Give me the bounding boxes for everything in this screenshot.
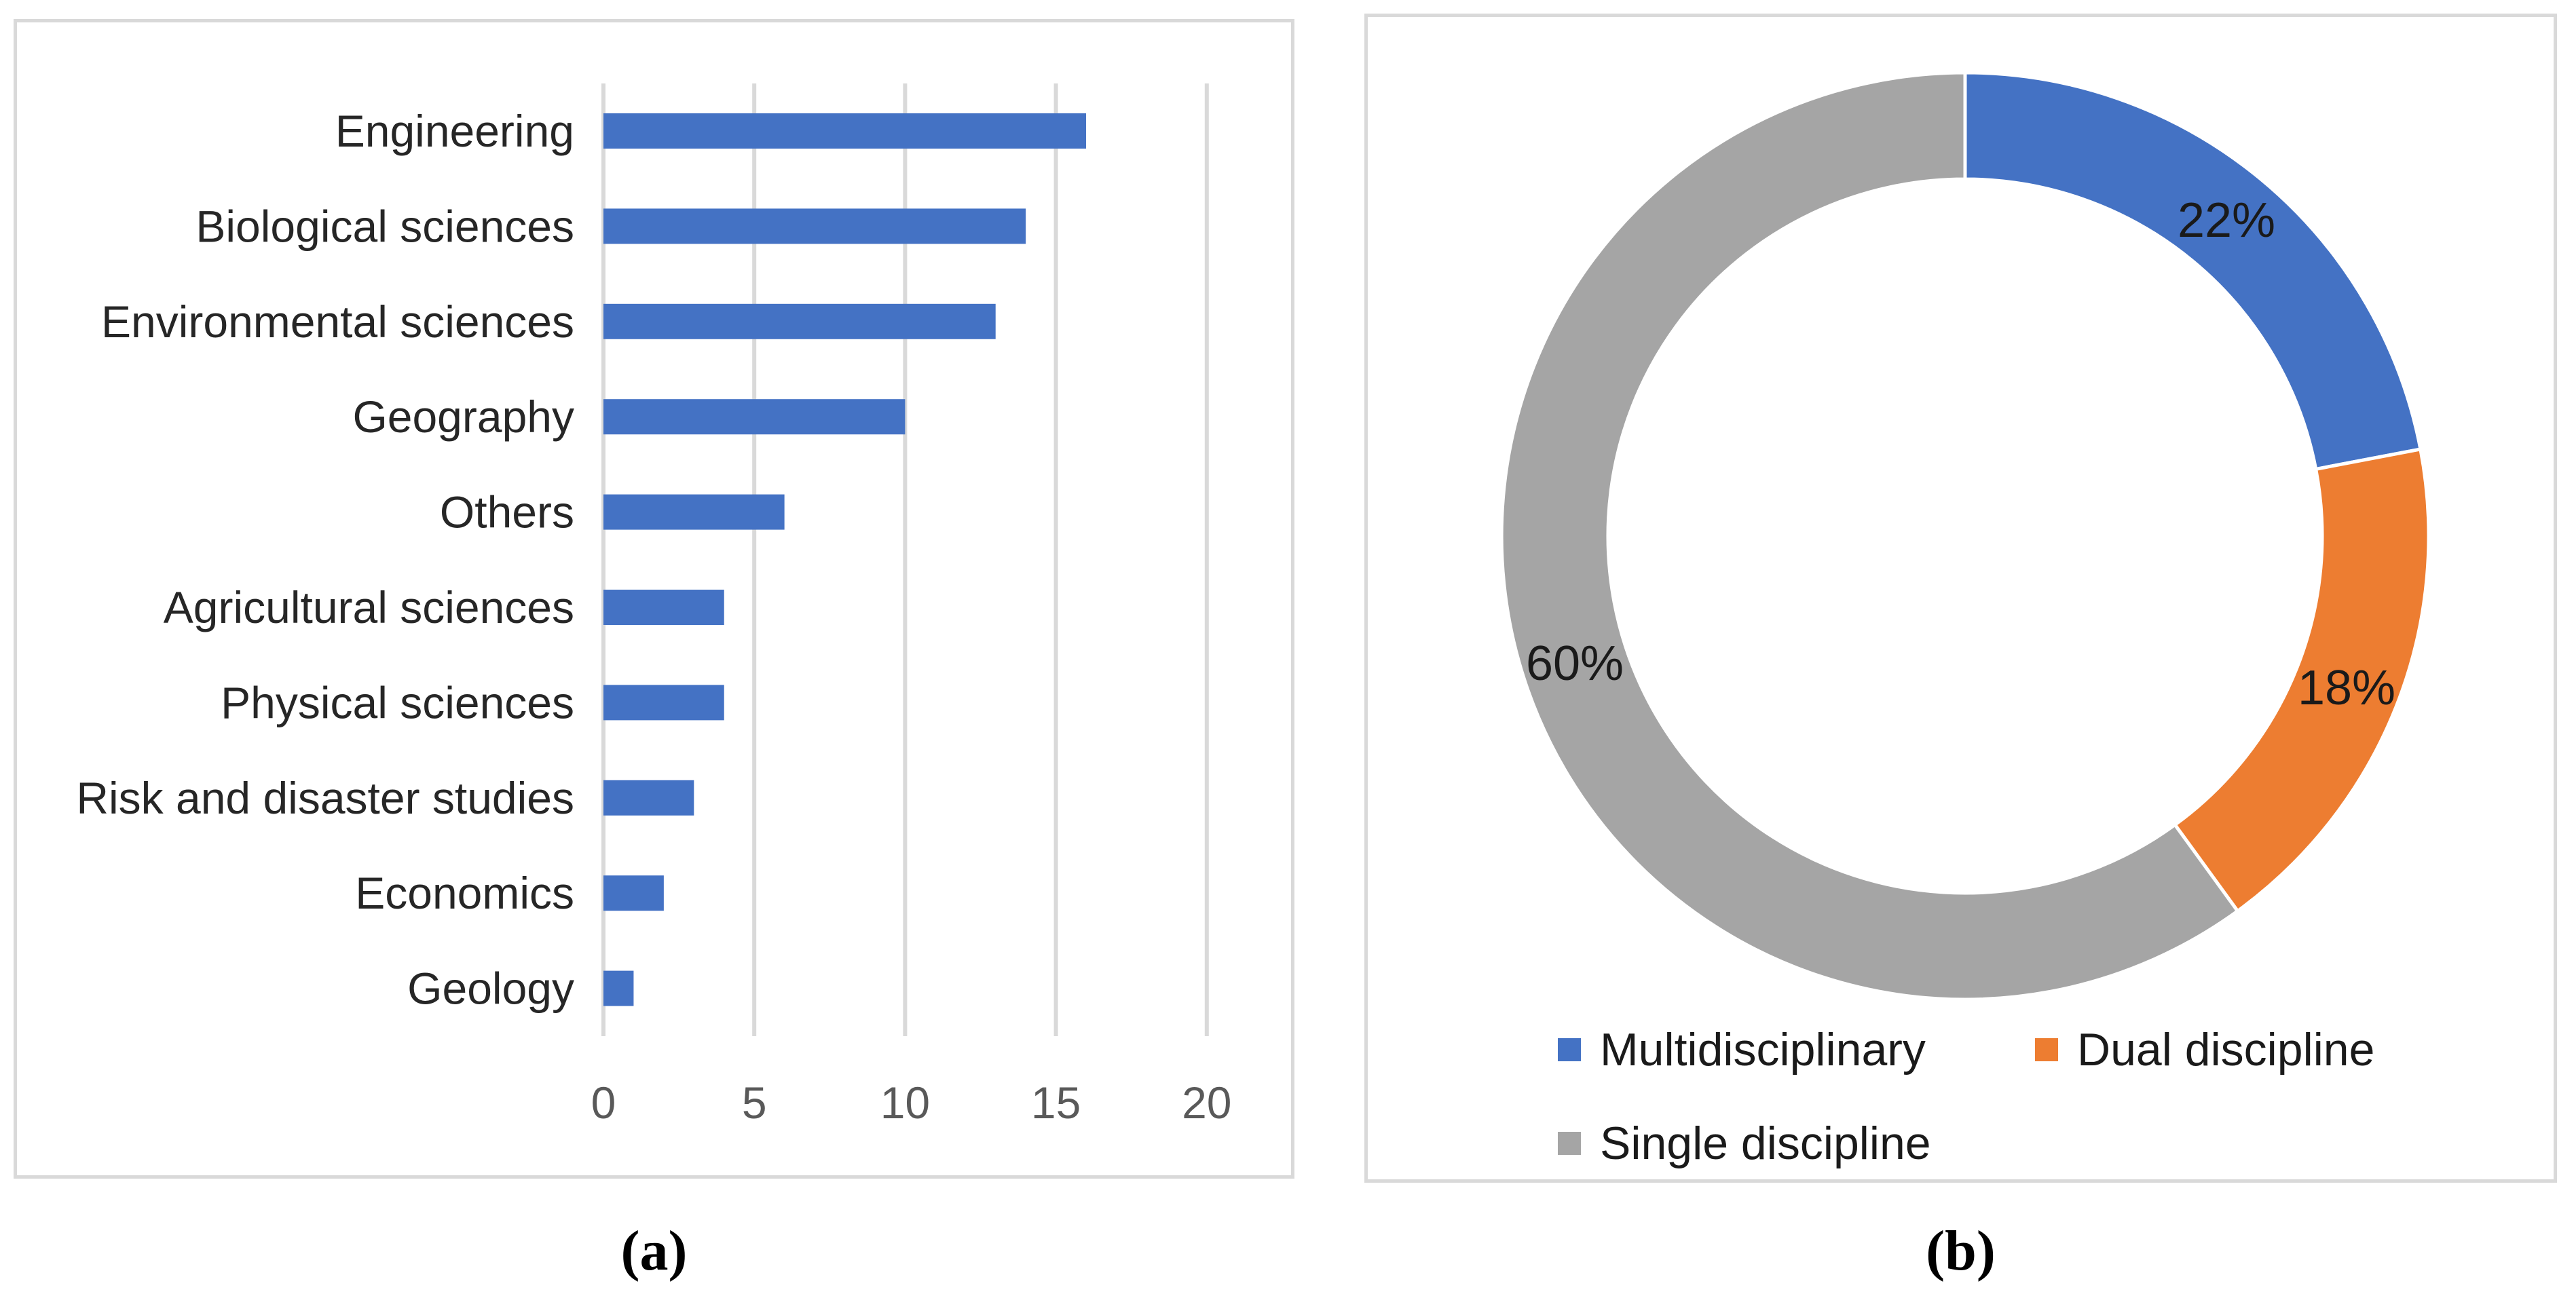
bar-risk-and-disaster-studies	[603, 780, 694, 816]
tick-label-5: 5	[742, 1078, 767, 1128]
donut-slice-multidisciplinary	[1963, 71, 2423, 471]
category-label-risk-and-disaster-studies: Risk and disaster studies	[76, 773, 574, 823]
category-label-biological-sciences: Biological sciences	[195, 201, 574, 251]
bar-geology	[603, 970, 634, 1006]
category-label-engineering: Engineering	[335, 106, 574, 156]
category-label-physical-sciences: Physical sciences	[221, 677, 574, 727]
gridline-x-5	[752, 83, 757, 1036]
tick-label-10: 10	[880, 1078, 930, 1128]
bar-economics	[603, 875, 664, 911]
donut-label-dual-discipline: 18%	[2298, 661, 2395, 715]
gridline-x-15	[1053, 83, 1058, 1036]
legend-label-single-discipline: Single discipline	[1600, 1118, 1931, 1169]
gridline-x-10	[903, 83, 908, 1036]
category-label-geography: Geography	[352, 392, 574, 442]
category-label-others: Others	[440, 487, 574, 537]
gridline-x-0	[601, 83, 605, 1036]
tick-label-0: 0	[591, 1078, 616, 1128]
bar-agricultural-sciences	[603, 590, 724, 625]
legend-marker-multidisciplinary-icon	[1558, 1038, 1581, 1061]
caption-b: (b)	[1926, 1219, 1996, 1282]
bar-chart: Engineering Biological sciences Environmen…	[76, 83, 1232, 1128]
legend-label-dual-discipline: Dual discipline	[2077, 1024, 2375, 1076]
category-label-geology: Geology	[407, 964, 574, 1014]
legend-marker-single-discipline-icon	[1558, 1132, 1581, 1155]
donut-slice-single-discipline	[1499, 71, 2239, 1002]
tick-label-15: 15	[1031, 1078, 1081, 1128]
bar-environmental-sciences	[603, 303, 996, 339]
category-label-environmental-sciences: Environmental sciences	[101, 297, 574, 347]
legend-item-multidisciplinary: Multidisciplinary	[1558, 1023, 1926, 1077]
bar-biological-sciences	[603, 208, 1026, 244]
figure-panel-a: Engineering Biological sciences Environmen…	[14, 19, 1294, 1179]
legend-item-dual-discipline: Dual discipline	[2035, 1023, 2374, 1077]
gridline-x-20	[1204, 83, 1209, 1036]
bar-physical-sciences	[603, 685, 724, 721]
legend-marker-dual-discipline-icon	[2035, 1038, 2058, 1061]
donut-label-multidisciplinary: 22%	[2178, 193, 2275, 248]
figure-panel-b: 22% 18% 60% Multidisciplinary Dual discipl…	[1364, 14, 2557, 1183]
donut-chart: 22% 18% 60%	[1499, 71, 2431, 1002]
bar-engineering	[603, 113, 1087, 149]
legend-item-single-discipline: Single discipline	[1558, 1116, 1931, 1171]
category-label-agricultural-sciences: Agricultural sciences	[164, 582, 574, 632]
caption-a: (a)	[620, 1219, 688, 1282]
bar-others	[603, 494, 785, 530]
tick-label-20: 20	[1182, 1078, 1231, 1128]
legend-label-multidisciplinary: Multidisciplinary	[1600, 1024, 1926, 1076]
donut-label-single-discipline: 60%	[1526, 636, 1624, 691]
category-label-economics: Economics	[355, 868, 574, 918]
bar-geography	[603, 399, 906, 435]
